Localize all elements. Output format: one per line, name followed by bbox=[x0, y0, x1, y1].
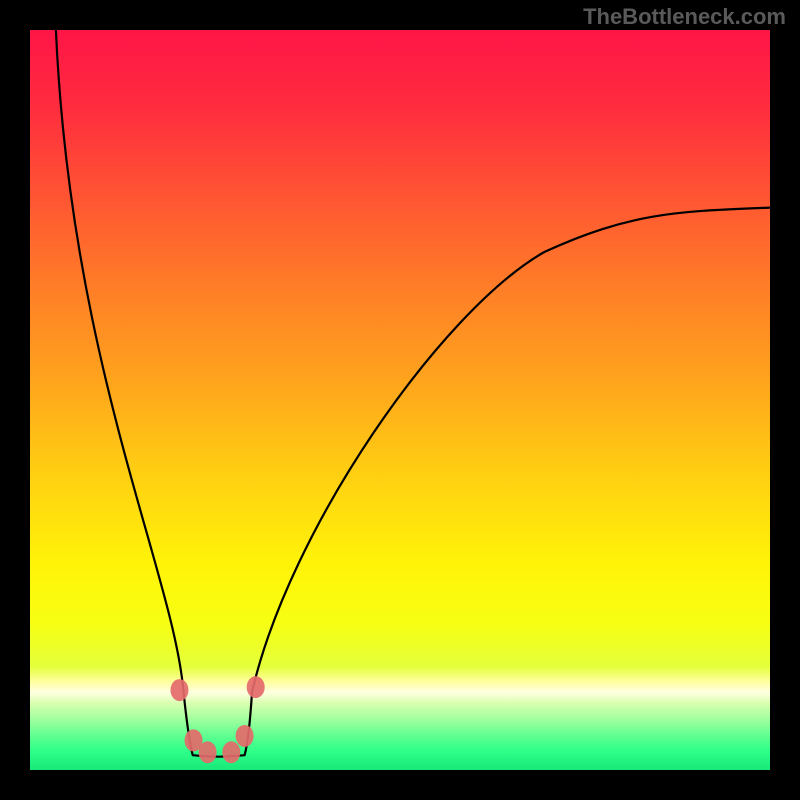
chart-root: TheBottleneck.com bbox=[0, 0, 800, 800]
chart-svg bbox=[0, 0, 800, 800]
dip-marker bbox=[236, 725, 254, 747]
watermark-text: TheBottleneck.com bbox=[583, 4, 786, 30]
dip-marker bbox=[199, 741, 217, 763]
dip-marker bbox=[247, 676, 265, 698]
heat-gradient-panel bbox=[30, 30, 770, 770]
dip-marker bbox=[170, 679, 188, 701]
dip-marker bbox=[222, 741, 240, 763]
